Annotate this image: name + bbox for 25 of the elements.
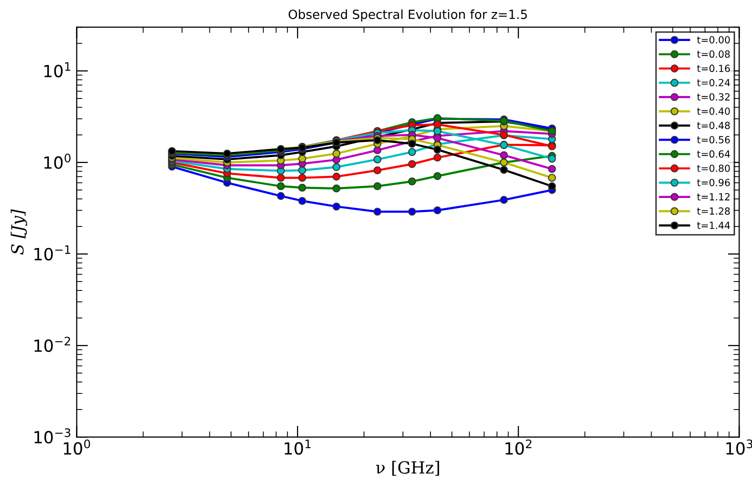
legend-label: t=1.44 bbox=[697, 222, 730, 229]
x-axis-title: ν [GHz] bbox=[376, 460, 440, 476]
x-tick-label: 10$^{3}$ bbox=[726, 439, 752, 455]
legend-label: t=0.40 bbox=[697, 108, 730, 115]
legend-label: t=1.12 bbox=[697, 193, 730, 200]
legend-label: t=0.00 bbox=[697, 36, 730, 44]
x-tick-label: 10$^{1}$ bbox=[284, 440, 311, 455]
chart-title: Observed Spectral Evolution for z=1.5 bbox=[288, 9, 527, 22]
legend-label: t=0.24 bbox=[697, 78, 730, 86]
y-tick-label: 10$^{1}$ bbox=[44, 62, 70, 78]
x-tick-label: 10$^{0}$ bbox=[64, 439, 90, 455]
legend-label: t=0.08 bbox=[697, 50, 730, 58]
y-tick-label: 10$^{0}$ bbox=[44, 154, 71, 169]
y-tick-label: 10$^{−1}$ bbox=[34, 245, 70, 260]
legend-label: t=0.16 bbox=[697, 64, 730, 72]
legend-label: t=0.64 bbox=[697, 150, 730, 158]
legend-label: t=0.56 bbox=[697, 136, 730, 144]
legend-label: t=1.28 bbox=[697, 207, 730, 215]
legend-label: t=0.80 bbox=[697, 164, 730, 172]
legend-label: t=0.32 bbox=[697, 93, 730, 101]
legend-label: t=0.96 bbox=[697, 178, 730, 186]
x-tick-label: 10$^{2}$ bbox=[506, 439, 532, 455]
legend-label: t=0.48 bbox=[697, 122, 730, 130]
y-tick-label: 10$^{−2}$ bbox=[34, 336, 70, 352]
y-axis-title: S [Jy] bbox=[10, 209, 28, 255]
